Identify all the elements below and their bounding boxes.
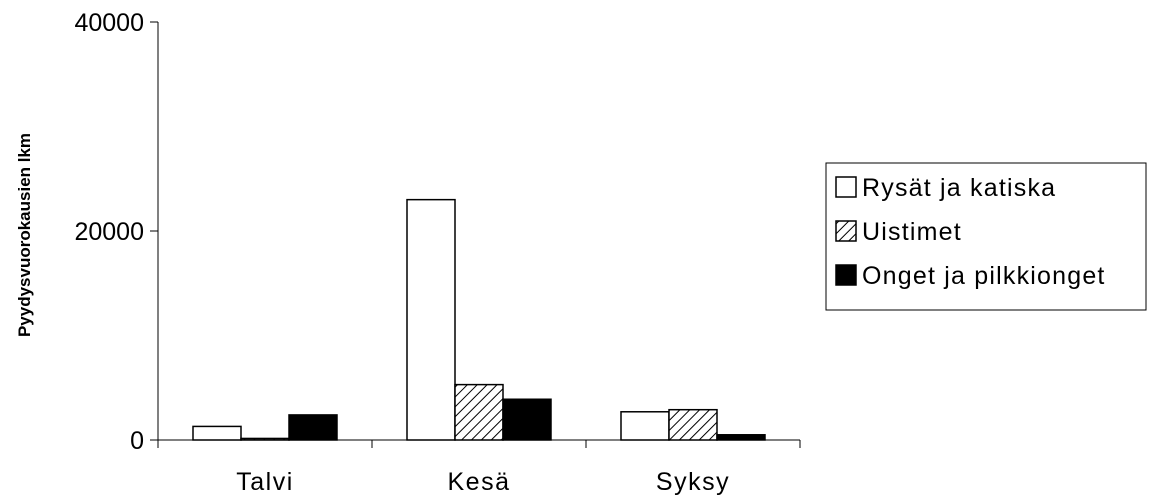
y-tick-label: 20000 [74,218,144,246]
bar [502,398,552,441]
bar [454,383,504,441]
legend-label-rysat: Rysät ja katiska [862,174,1056,202]
legend-label-onget: Onget ja pilkkionget [862,262,1106,290]
bars [192,198,766,441]
x-tick-label: Kesä [448,468,511,496]
legend-swatch-rysat [835,176,857,198]
bar [288,414,338,441]
legend-swatch-onget [835,264,857,286]
bar [668,408,718,441]
legend-label-uistimet: Uistimet [862,218,962,246]
x-tick-label: Syksy [656,468,730,496]
bar [716,434,766,441]
bar [240,437,290,441]
legend-swatch-uistimet [835,220,857,242]
x-tick-labels: Talvi Kesä Syksy [236,468,730,496]
legend: Rysät ja katiska Uistimet Onget ja pilkk… [825,162,1147,311]
y-tick-label: 40000 [74,9,144,37]
y-tick-label: 0 [130,427,144,455]
bar [620,411,670,441]
bar [192,425,242,441]
y-ticks: 0 20000 40000 [74,9,158,455]
legend-box [825,162,1147,311]
x-tick-label: Talvi [236,468,294,496]
y-axis-label: Pyydysvuorokausien lkm [15,133,34,337]
bar [406,198,456,441]
